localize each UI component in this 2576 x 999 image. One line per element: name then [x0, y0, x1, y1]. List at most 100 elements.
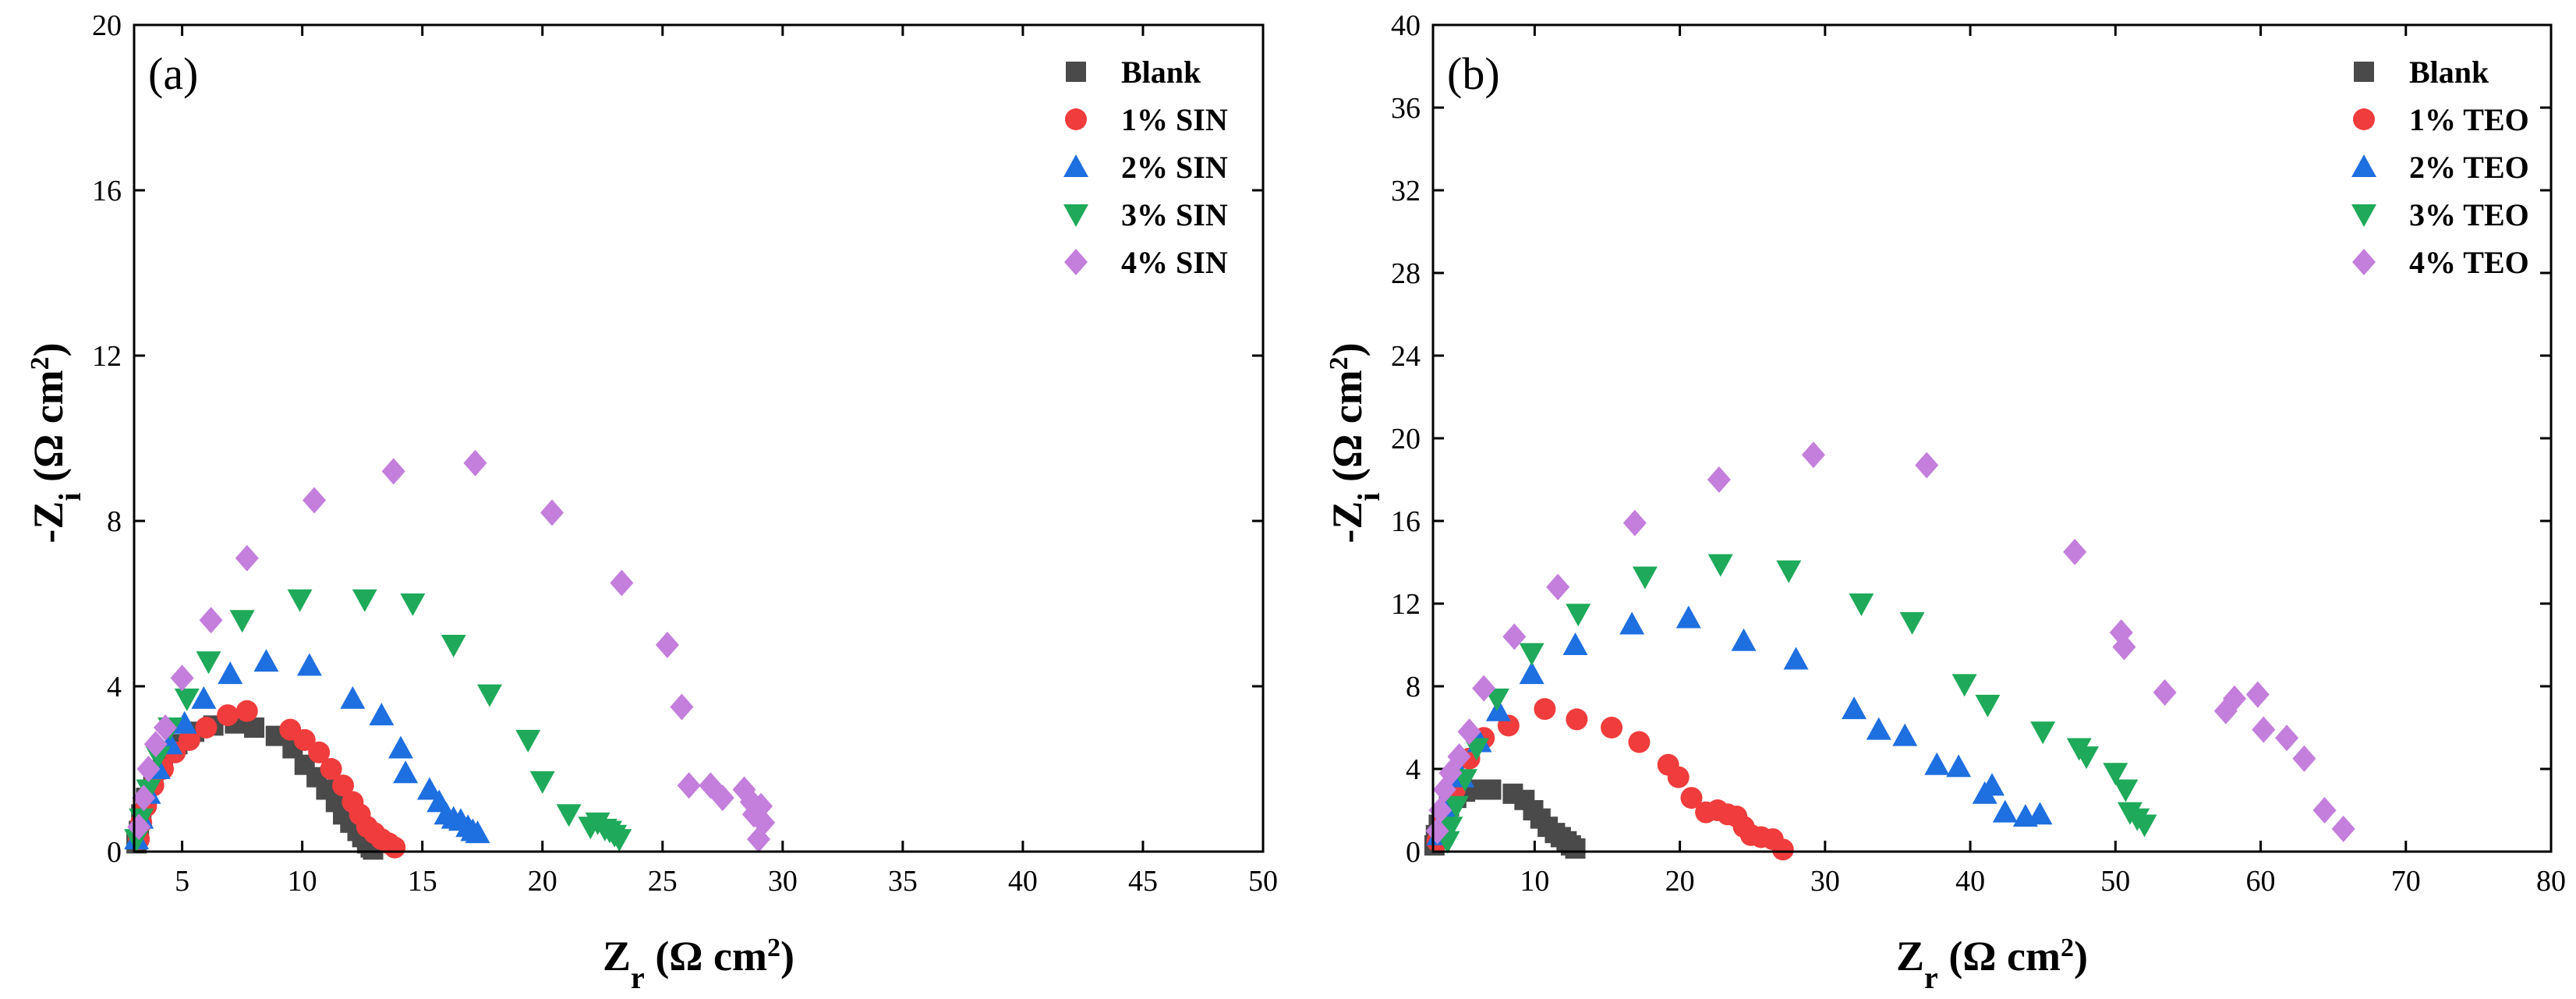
data-point: [2103, 763, 2128, 786]
legend-label: 3% SIN: [1121, 197, 1228, 232]
panel-label: (a): [148, 48, 198, 99]
x-tick-label: 45: [1128, 865, 1158, 898]
data-point: [2252, 716, 2276, 743]
data-point: [132, 785, 156, 812]
x-tick-label: 70: [2391, 865, 2421, 898]
legend-marker: [1064, 249, 1088, 275]
data-point: [1562, 632, 1588, 655]
data-point: [1485, 698, 1511, 721]
y-tick-label: 40: [1391, 9, 1421, 42]
data-point: [1519, 643, 1545, 666]
data-point: [1601, 717, 1623, 739]
data-point: [1951, 674, 1977, 697]
data-point: [465, 820, 490, 844]
data-point: [2030, 721, 2056, 745]
data-point: [2063, 538, 2087, 565]
data-point: [1924, 752, 1950, 775]
data-point: [170, 664, 194, 692]
y-tick-label: 32: [1391, 175, 1421, 207]
series-1-sin: [128, 700, 406, 859]
x-tick-label: 20: [1665, 865, 1695, 898]
legend-label: 1% TEO: [2409, 102, 2529, 137]
data-point: [1915, 452, 1939, 479]
data-point: [1783, 647, 1809, 670]
data-point: [1425, 817, 1449, 845]
x-axis-label-superscript: 2: [2061, 933, 2074, 962]
data-point: [400, 593, 426, 616]
data-point: [2112, 633, 2136, 661]
data-point: [476, 684, 502, 707]
x-tick-label: 40: [1955, 865, 1985, 898]
data-point: [384, 836, 406, 859]
panel-label: (b): [1447, 48, 1500, 99]
y-tick-label: 0: [107, 836, 122, 869]
y-tick-label: 20: [1391, 423, 1421, 455]
x-axis-label: Zr (Ω cm2): [603, 933, 794, 995]
data-point: [154, 714, 178, 741]
plot-frame: [133, 23, 1265, 853]
legend-label: 1% SIN: [1121, 102, 1228, 137]
data-point: [369, 703, 395, 726]
data-point: [2027, 802, 2053, 825]
legend-marker: [2351, 204, 2376, 227]
series-3-teo: [1435, 554, 2157, 854]
legend-marker: [1063, 204, 1088, 227]
x-tick-label: 35: [888, 865, 918, 898]
data-point: [2132, 814, 2157, 838]
legend-marker: [2352, 249, 2376, 275]
data-point: [352, 589, 377, 612]
data-point: [296, 653, 322, 676]
y-tick-label: 20: [92, 9, 122, 42]
chart-panel-b: 10 20 30 40 50 60 70 80 0 4 8 12 16 20 24 28 32 36 40 (b) Bl…: [1324, 9, 2566, 995]
series-3-sin: [124, 589, 632, 852]
x-tick-label: 30: [1810, 865, 1840, 898]
data-point: [229, 610, 255, 633]
data-point: [1675, 605, 1701, 629]
data-point: [677, 772, 701, 799]
x-tick-label: 50: [2100, 865, 2130, 898]
data-point: [1707, 554, 1733, 577]
y-tick-label: 16: [1391, 505, 1421, 538]
data-point: [1849, 593, 1874, 616]
data-point: [195, 717, 218, 739]
x-tick-label: 20: [528, 865, 557, 898]
x-axis-label-superscript: 2: [767, 933, 780, 962]
y-axis-label-main: -Z: [25, 501, 72, 544]
y-tick-label: 16: [92, 175, 122, 207]
data-point: [1731, 628, 1757, 651]
x-axis-label-close: ): [780, 933, 794, 980]
legend-label: Blank: [1121, 55, 1201, 90]
data-point: [2153, 678, 2177, 706]
data-point: [1566, 708, 1588, 731]
data-point: [143, 731, 168, 758]
data-point: [191, 685, 217, 709]
legend-marker: [1066, 62, 1086, 82]
y-tick-label: 12: [92, 340, 122, 373]
y-axis-label-unit: (Ω cm: [25, 370, 72, 492]
x-axis-label-main: Z: [1896, 933, 1924, 980]
data-point: [1992, 799, 2018, 823]
data-point: [1628, 731, 1651, 753]
y-axis-label-subscript: i: [52, 493, 87, 501]
data-point: [610, 569, 634, 597]
data-point: [1667, 766, 1690, 788]
data-point: [287, 589, 313, 612]
data-point: [1632, 566, 1658, 590]
data-point: [235, 544, 259, 572]
data-point: [1975, 694, 2001, 717]
data-point: [2223, 685, 2247, 712]
data-point: [1484, 688, 1509, 711]
x-axis-label-subscript: r: [631, 960, 645, 995]
data-point: [416, 777, 442, 800]
x-axis-label-subscript: r: [1924, 960, 1938, 995]
data-point: [235, 700, 258, 722]
data-point: [1481, 779, 1502, 800]
legend-marker: [2351, 154, 2376, 177]
data-point: [655, 632, 679, 658]
data-point: [308, 741, 331, 763]
data-point: [1680, 787, 1703, 809]
data-point: [178, 728, 200, 751]
data-point: [2275, 724, 2299, 752]
legend-label: 2% SIN: [1121, 150, 1228, 185]
